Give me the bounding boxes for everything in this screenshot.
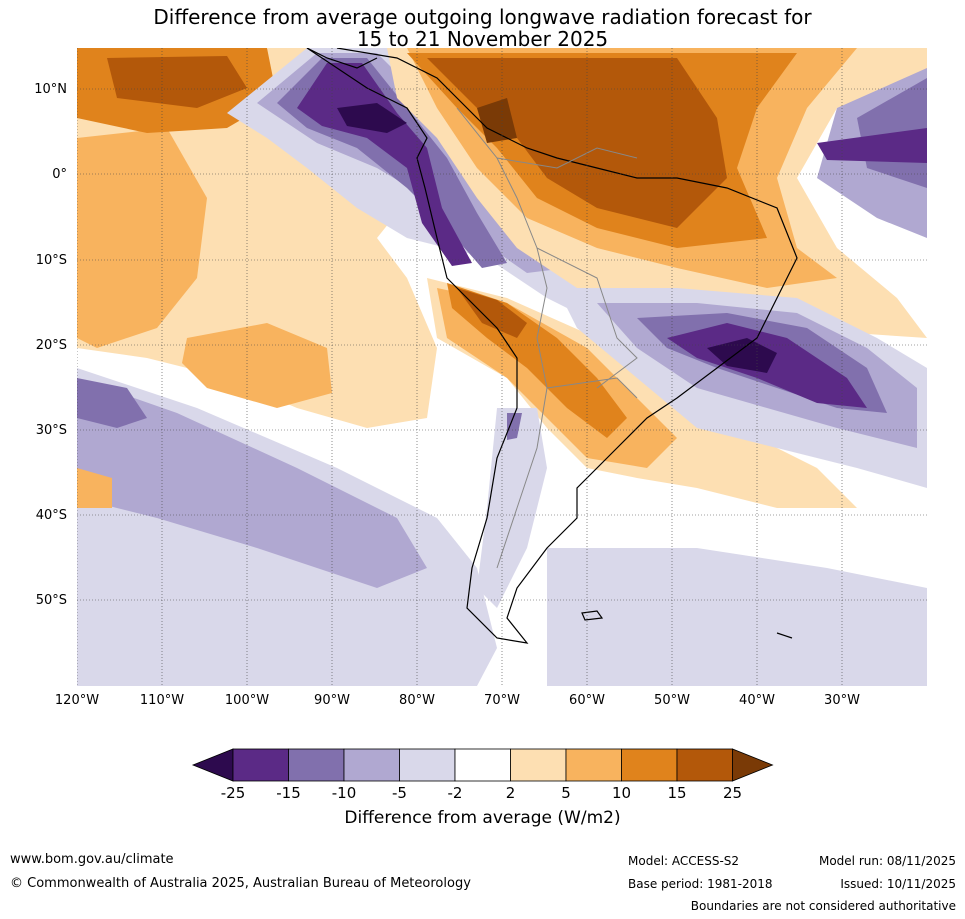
positive-anomaly-amazon-extreme (477, 98, 517, 143)
model-name: Model: ACCESS-S2 (628, 854, 740, 868)
lon-label-40w: 40°W (739, 693, 775, 708)
anomaly-map (77, 48, 927, 686)
positive-anomaly-north-core (107, 56, 247, 108)
lat-label-40s: 40°S (35, 508, 67, 523)
positive-anomaly-laplata-peak (457, 288, 527, 338)
boundaries-disclaimer: Boundaries are not considered authoritat… (690, 899, 956, 913)
lat-label-20s: 20°S (35, 338, 67, 353)
negative-anomaly-patagonia-core (507, 413, 522, 440)
lat-label-50s: 50°S (35, 593, 67, 608)
lon-label-100w: 100°W (224, 693, 270, 708)
lat-label-10s: 10°S (35, 253, 67, 268)
colorbar-title: Difference from average (W/m2) (344, 808, 621, 828)
colorbar-tick-label: 10 (611, 784, 632, 802)
colorbar-tick-label: 5 (561, 784, 571, 802)
website-link[interactable]: www.bom.gov.au/climate (10, 852, 174, 867)
colorbar-tick-label: -10 (331, 784, 357, 802)
colorbar-tick-label: 2 (505, 784, 516, 802)
graticule (77, 48, 927, 686)
colorbar-tick-label: -2 (447, 784, 463, 802)
colorbar-segment (565, 748, 622, 782)
negative-anomaly-atlantic-extreme (707, 338, 777, 373)
colorbar-arrow-high (732, 748, 774, 782)
country-borders (456, 107, 638, 569)
colorbar-segment (510, 748, 567, 782)
lon-label-80w: 80°W (399, 693, 435, 708)
colorbar-segment (676, 748, 733, 782)
map-canvas (77, 48, 927, 686)
positive-anomaly-pacific-core-2 (182, 323, 332, 408)
negative-anomaly-south-core (77, 378, 147, 428)
negative-anomaly-southeast (547, 548, 927, 686)
lon-label-60w: 60°W (569, 693, 605, 708)
lon-label-30w: 30°W (824, 693, 860, 708)
issued-date: Issued: 10/11/2025 (840, 877, 956, 891)
colorbar-tick-label: -5 (392, 784, 407, 802)
lat-label-10n: 10°N (34, 82, 67, 97)
central-america-coastline (306, 48, 378, 69)
colorbar-segment (288, 748, 345, 782)
south-georgia (776, 632, 793, 639)
colorbar-segments (191, 748, 774, 782)
lat-label-0: 0° (52, 167, 67, 182)
coastlines (306, 48, 798, 644)
negative-anomaly-ne-atlantic-peak (817, 128, 927, 163)
falkland-islands (581, 610, 604, 621)
map-title-line-2: 15 to 21 November 2025 (356, 27, 609, 51)
negative-anomaly-andes-extreme (337, 103, 407, 133)
negative-anomaly-patagonia (477, 408, 547, 608)
colorbar-tick-label: -15 (276, 784, 301, 802)
colorbar-segment (232, 748, 289, 782)
model-run-date: Model run: 08/11/2025 (818, 854, 956, 868)
positive-anomaly-pacific-core (77, 128, 207, 348)
lat-label-30s: 30°S (35, 423, 67, 438)
base-period: Base period: 1981-2018 (628, 877, 773, 891)
colorbar-tick-label: -25 (220, 784, 246, 802)
lon-label-90w: 90°W (314, 693, 350, 708)
positive-anomaly-southwest (77, 468, 112, 508)
lon-label-70w: 70°W (484, 693, 520, 708)
colorbar-segment (399, 748, 456, 782)
south-america-coastline (306, 48, 798, 644)
lon-label-110w: 110°W (139, 693, 185, 708)
colorbar-arrow-low (191, 748, 234, 782)
colorbar-tick-label: 25 (722, 784, 743, 802)
map-title-line-1: Difference from average outgoing longwav… (153, 5, 812, 29)
colorbar-segment (343, 748, 400, 782)
anomaly-fields (77, 48, 927, 686)
negative-anomaly-south-mid (77, 378, 427, 588)
border-lines (456, 107, 638, 569)
lon-label-120w: 120°W (54, 693, 100, 708)
colorbar-tick-label: 15 (667, 784, 687, 802)
colorbar-segment (621, 748, 678, 782)
colorbar-segment (454, 748, 511, 782)
lon-label-50w: 50°W (654, 693, 690, 708)
colorbar (191, 748, 774, 782)
copyright-text: © Commonwealth of Australia 2025, Austra… (10, 876, 471, 891)
